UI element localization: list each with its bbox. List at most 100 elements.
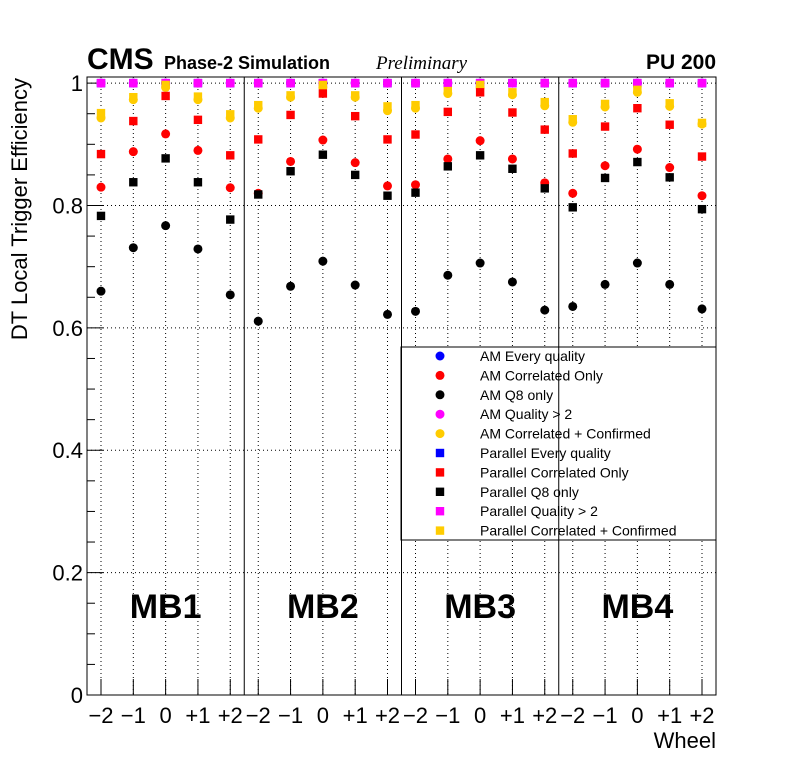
par_corr-point: [193, 115, 203, 125]
x-tick-label: −2: [88, 703, 113, 728]
legend-marker-am_cc: [435, 429, 445, 439]
par_corr-point: [600, 122, 610, 131]
par_qgt2-point: [697, 78, 707, 88]
par_cc-point: [411, 100, 420, 110]
station-label: MB1: [130, 588, 202, 626]
legend-label-am_every: AM Every quality: [480, 348, 585, 364]
x-tick-label: +2: [375, 703, 400, 728]
par_cc-point: [633, 85, 642, 95]
x-tick-label: +2: [532, 703, 557, 728]
am_corr-point: [568, 188, 578, 198]
am_q8-point: [286, 281, 296, 291]
par_corr-point: [226, 151, 235, 160]
am_corr-point: [443, 154, 453, 164]
legend-label-am_corr: AM Correlated Only: [480, 367, 603, 383]
par_q8-point: [411, 188, 420, 197]
y-tick-label: 0: [71, 683, 83, 708]
x-tick-label: −2: [403, 703, 428, 728]
par_corr-point: [665, 120, 674, 129]
x-tick-label: −1: [121, 703, 146, 728]
par_qgt2-point: [411, 78, 420, 88]
legend-label-am_cc: AM Correlated + Confirmed: [480, 426, 651, 442]
par_cc-point: [697, 118, 707, 128]
par_cc-point: [600, 99, 610, 109]
legend-marker-par_qgt2: [435, 507, 445, 516]
par_cc-point: [540, 97, 549, 107]
par_q8-point: [697, 204, 707, 214]
legend-label-par_corr: Parallel Correlated Only: [480, 464, 629, 480]
am_corr-point: [632, 144, 642, 154]
am_q8-point: [411, 306, 420, 316]
am_corr-point: [411, 180, 420, 190]
x-tick-label: 0: [160, 703, 172, 728]
par_corr-point: [129, 116, 138, 126]
par_qgt2-point: [540, 78, 549, 88]
station-label: MB3: [444, 588, 516, 626]
x-axis-title: Wheel: [654, 728, 716, 753]
am_corr-point: [697, 191, 707, 201]
par_cc-point: [254, 100, 263, 110]
par_corr-point: [697, 152, 707, 161]
par_qgt2-point: [600, 78, 610, 88]
par_cc-point: [129, 92, 138, 102]
par_q8-point: [193, 178, 203, 187]
am_corr-point: [161, 129, 171, 139]
y-axis-title: DT Local Trigger Efficiency: [7, 78, 32, 340]
legend-label-par_every: Parallel Every quality: [480, 445, 611, 461]
par_cc-point: [318, 80, 328, 90]
am_q8-point: [96, 286, 106, 296]
par_cc-point: [193, 92, 203, 101]
par_corr-point: [286, 110, 295, 120]
par_cc-point: [443, 86, 453, 96]
am_q8-point: [193, 244, 203, 254]
legend-label-par_q8: Parallel Q8 only: [480, 484, 579, 500]
legend-marker-par_cc: [435, 526, 445, 535]
x-tick-label: −1: [435, 703, 460, 728]
par_corr-point: [411, 130, 420, 139]
am_q8-point: [665, 279, 675, 289]
par_corr-point: [443, 107, 453, 117]
legend-marker-am_every: [435, 351, 445, 361]
par_q8-point: [600, 173, 610, 183]
am_corr-point: [193, 145, 203, 155]
am_q8-point: [350, 280, 360, 290]
par_corr-point: [633, 104, 642, 113]
par_q8-point: [129, 178, 138, 187]
station-labels: MB1 MB2 MB3 MB4: [130, 588, 674, 626]
am_q8-point: [443, 270, 453, 280]
am_q8-point: [507, 277, 517, 287]
par_qgt2-point: [383, 78, 392, 88]
par_qgt2-point: [568, 78, 577, 88]
par_cc-point: [96, 108, 106, 118]
par_cc-point: [350, 91, 360, 100]
legend-label-am_q8: AM Q8 only: [480, 387, 553, 403]
par_cc-point: [383, 102, 392, 111]
par_q8-point: [161, 154, 170, 163]
x-tick-label: −2: [246, 703, 271, 728]
am_q8-point: [225, 290, 235, 300]
par_corr-point: [540, 125, 549, 134]
am_q8-point: [600, 279, 610, 289]
y-tick-label: 0.6: [52, 316, 83, 341]
legend-marker-am_corr: [435, 370, 445, 380]
series-am_q8: [96, 221, 707, 326]
am_q8-point: [161, 221, 171, 231]
am_corr-point: [96, 182, 106, 192]
am_corr-point: [286, 156, 296, 166]
am_corr-point: [600, 161, 610, 171]
series-am_corr: [96, 129, 707, 201]
am_q8-point: [568, 301, 578, 311]
am_corr-point: [475, 136, 485, 146]
par_q8-point: [443, 162, 453, 171]
x-tick-label: +1: [185, 703, 210, 728]
am_q8-point: [253, 316, 263, 326]
x-tick-label: −1: [278, 703, 303, 728]
par_cc-point: [161, 80, 170, 90]
am_q8-point: [383, 309, 392, 319]
x-tick-label: −2: [560, 703, 585, 728]
par_corr-point: [350, 111, 360, 121]
par_qgt2-point: [443, 78, 453, 88]
legend-marker-par_corr: [435, 468, 445, 477]
par_qgt2-point: [96, 78, 106, 88]
par_corr-point: [96, 149, 106, 159]
